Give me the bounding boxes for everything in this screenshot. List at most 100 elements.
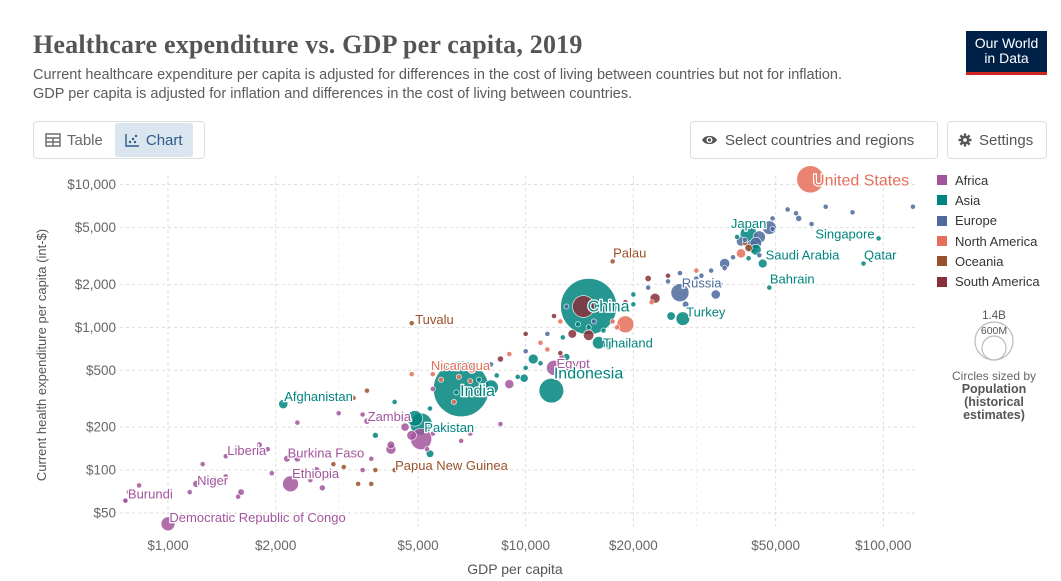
tab-table[interactable]: Table bbox=[35, 123, 113, 157]
data-point[interactable] bbox=[307, 450, 314, 457]
data-point[interactable] bbox=[372, 467, 379, 473]
data-point[interactable] bbox=[506, 351, 513, 357]
data-point[interactable] bbox=[708, 267, 715, 274]
data-point[interactable] bbox=[693, 275, 700, 282]
point-united-states[interactable] bbox=[796, 165, 825, 194]
legend-item-africa[interactable]: Africa bbox=[937, 170, 1040, 190]
data-point[interactable] bbox=[630, 291, 637, 298]
legend-item-south-america[interactable]: South America bbox=[937, 271, 1040, 291]
data-point[interactable] bbox=[544, 346, 551, 353]
data-point[interactable] bbox=[583, 329, 595, 341]
data-point[interactable] bbox=[527, 353, 539, 365]
data-point[interactable] bbox=[519, 373, 529, 383]
data-point[interactable] bbox=[736, 248, 746, 259]
data-point[interactable] bbox=[559, 334, 566, 341]
data-point[interactable] bbox=[609, 318, 616, 325]
point-ethiopia[interactable] bbox=[282, 475, 299, 493]
data-point[interactable] bbox=[585, 324, 592, 331]
point-niger[interactable] bbox=[192, 479, 201, 488]
data-point[interactable] bbox=[567, 329, 577, 339]
select-countries-button[interactable]: Select countries and regions bbox=[690, 121, 938, 159]
data-point[interactable] bbox=[537, 360, 544, 367]
data-point[interactable] bbox=[795, 215, 803, 222]
data-point[interactable] bbox=[483, 379, 499, 395]
data-point[interactable] bbox=[614, 324, 620, 331]
data-point[interactable] bbox=[293, 455, 301, 463]
point-nicaragua[interactable] bbox=[429, 371, 436, 378]
data-point[interactable] bbox=[693, 267, 700, 274]
data-point[interactable] bbox=[400, 422, 410, 432]
settings-button[interactable]: Settings bbox=[947, 121, 1047, 159]
data-point[interactable] bbox=[769, 225, 776, 232]
data-point[interactable] bbox=[730, 254, 736, 261]
legend-item-asia[interactable]: Asia bbox=[937, 190, 1040, 210]
point-zambia[interactable] bbox=[363, 417, 371, 425]
data-point[interactable] bbox=[514, 373, 521, 380]
data-point[interactable] bbox=[408, 371, 415, 378]
data-point[interactable] bbox=[429, 386, 436, 392]
data-point[interactable] bbox=[603, 340, 613, 350]
data-point[interactable] bbox=[698, 272, 705, 279]
point-tuvalu[interactable] bbox=[408, 320, 415, 327]
data-point[interactable] bbox=[537, 339, 544, 346]
data-point[interactable] bbox=[294, 419, 301, 426]
data-point[interactable] bbox=[312, 466, 321, 474]
data-point[interactable] bbox=[572, 295, 595, 318]
point-saudi-arabia[interactable] bbox=[757, 258, 768, 269]
data-point[interactable] bbox=[467, 378, 474, 385]
data-point[interactable] bbox=[350, 395, 357, 401]
data-point[interactable] bbox=[368, 480, 375, 487]
point-burundi[interactable] bbox=[122, 497, 129, 504]
data-point[interactable] bbox=[233, 446, 239, 453]
data-point[interactable] bbox=[645, 284, 652, 291]
data-point[interactable] bbox=[744, 243, 753, 253]
data-point[interactable] bbox=[648, 299, 655, 306]
data-point[interactable] bbox=[717, 281, 724, 288]
data-point[interactable] bbox=[677, 270, 683, 276]
data-point[interactable] bbox=[557, 350, 564, 356]
data-point[interactable] bbox=[756, 252, 763, 259]
point-egypt[interactable] bbox=[546, 360, 562, 376]
data-point[interactable] bbox=[710, 289, 721, 300]
data-point[interactable] bbox=[590, 318, 597, 325]
data-point[interactable] bbox=[741, 237, 748, 243]
data-point[interactable] bbox=[822, 203, 829, 210]
data-point[interactable] bbox=[186, 489, 193, 496]
data-point[interactable] bbox=[784, 206, 791, 213]
data-point[interactable] bbox=[222, 473, 229, 480]
data-point[interactable] bbox=[136, 482, 142, 489]
point-liberia[interactable] bbox=[222, 453, 229, 460]
data-point[interactable] bbox=[793, 210, 799, 217]
point-burkina-faso[interactable] bbox=[283, 455, 291, 463]
data-point[interactable] bbox=[557, 318, 564, 325]
legend-item-europe[interactable]: Europe bbox=[937, 211, 1040, 231]
data-point[interactable] bbox=[237, 488, 245, 496]
data-point[interactable] bbox=[256, 441, 263, 449]
data-point[interactable] bbox=[427, 405, 433, 412]
data-point[interactable] bbox=[808, 221, 815, 227]
legend-item-north-america[interactable]: North America bbox=[937, 231, 1040, 251]
point-russia[interactable] bbox=[670, 283, 690, 303]
data-point[interactable] bbox=[429, 430, 436, 437]
data-point[interactable] bbox=[199, 461, 206, 468]
data-point[interactable] bbox=[359, 411, 366, 418]
data-point[interactable] bbox=[355, 480, 362, 487]
data-point[interactable] bbox=[666, 311, 676, 321]
point-turkey[interactable] bbox=[675, 311, 690, 326]
data-point[interactable] bbox=[210, 475, 219, 485]
data-point[interactable] bbox=[319, 484, 326, 492]
data-point[interactable] bbox=[644, 275, 652, 282]
data-point[interactable] bbox=[721, 265, 728, 272]
data-point[interactable] bbox=[335, 410, 342, 417]
point-indonesia[interactable] bbox=[538, 378, 565, 404]
data-point[interactable] bbox=[391, 399, 398, 405]
owid-logo[interactable]: Our World in Data bbox=[966, 31, 1047, 75]
data-point[interactable] bbox=[551, 313, 557, 319]
data-point[interactable] bbox=[616, 315, 635, 334]
data-point[interactable] bbox=[682, 300, 690, 308]
data-point[interactable] bbox=[325, 473, 331, 480]
data-point[interactable] bbox=[497, 355, 504, 363]
data-point[interactable] bbox=[488, 361, 494, 368]
data-point[interactable] bbox=[665, 272, 671, 279]
data-point[interactable] bbox=[563, 303, 570, 310]
